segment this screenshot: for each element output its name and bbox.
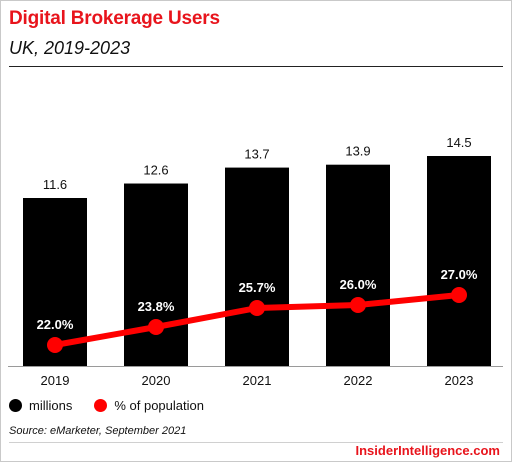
brand-logo: InsiderIntelligence.com [355, 443, 501, 458]
footer-divider [9, 442, 503, 443]
legend-item-millions: millions [9, 398, 72, 413]
x-tick-label-2023: 2023 [445, 373, 474, 388]
population-label-2022: 26.0% [340, 277, 377, 292]
population-label-2023: 27.0% [441, 267, 478, 282]
bar-2023 [427, 156, 491, 366]
population-point-2022 [350, 297, 366, 313]
source-note: Source: eMarketer, September 2021 [9, 425, 187, 437]
legend-label-millions: millions [29, 398, 73, 413]
population-label-2019: 22.0% [37, 317, 74, 332]
population-point-2019 [47, 337, 63, 353]
bar-line-chart: 11.6 2019 12.6 2020 13.7 2021 13.9 2022 14.5 2023… [8, 135, 503, 388]
population-point-2020 [148, 319, 164, 335]
x-tick-label-2019: 2019 [41, 373, 70, 388]
chart-subtitle: UK, 2019-2023 [9, 38, 131, 58]
bar-value-label-2020: 12.6 [143, 163, 168, 178]
bar-2020 [124, 183, 188, 366]
bar-2022 [326, 164, 390, 366]
bar-2021 [225, 167, 289, 366]
legend: millions % of population [9, 398, 226, 413]
bar-value-label-2021: 13.7 [244, 147, 269, 162]
population-point-2023 [451, 287, 467, 303]
legend-swatch-millions [9, 399, 22, 412]
bar-value-label-2019: 11.6 [43, 177, 67, 192]
title-divider [9, 66, 503, 67]
x-tick-label-2020: 2020 [142, 373, 171, 388]
bar-value-label-2022: 13.9 [345, 144, 370, 159]
x-tick-label-2021: 2021 [243, 373, 272, 388]
legend-swatch-population [94, 399, 108, 412]
population-label-2021: 25.7% [239, 280, 276, 295]
chart-title: Digital Brokerage Users [9, 8, 220, 29]
population-label-2020: 23.8% [138, 299, 175, 314]
x-tick-label-2022: 2022 [344, 373, 373, 388]
bar-value-label-2023: 14.5 [446, 135, 471, 150]
population-point-2021 [249, 300, 265, 316]
legend-label-population: % of population [114, 398, 204, 413]
legend-item-population: % of population [94, 398, 204, 413]
